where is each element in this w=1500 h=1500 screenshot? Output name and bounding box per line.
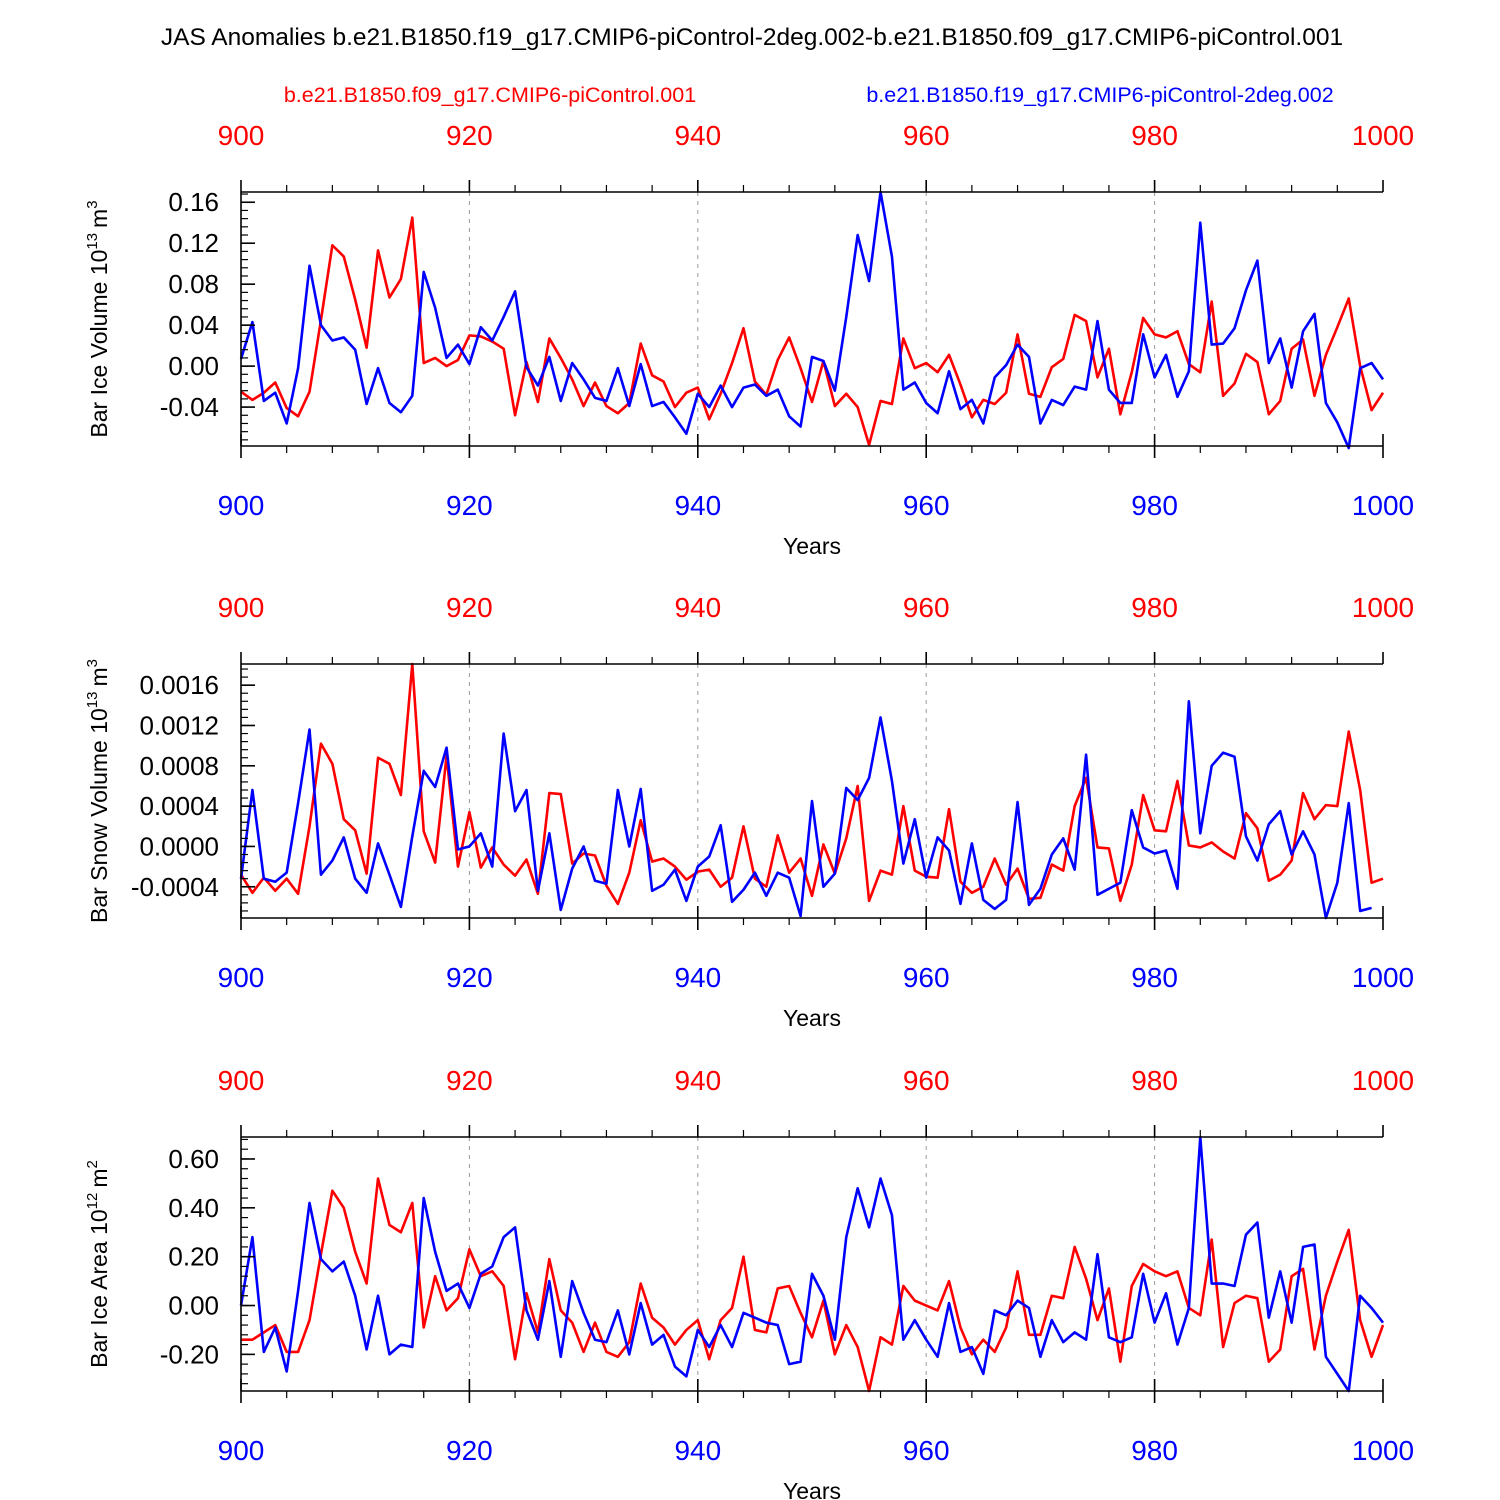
legend-blue-label: b.e21.B1850.f19_g17.CMIP6-piControl-2deg…: [866, 83, 1333, 107]
x-tick-label-blue: 920: [446, 962, 493, 993]
x-axis-title: Years: [783, 1005, 841, 1031]
chart-panel-1: -0.04 0.00 0.04 0.08 0.12 0.16 900 900 920 920 940…: [84, 120, 1414, 559]
y-tick-label: -0.20: [160, 1339, 219, 1369]
y-axis-title-unit: m: [86, 1168, 112, 1187]
x-tick-label-red: 940: [674, 1065, 721, 1096]
x-tick-label-blue: 900: [218, 1435, 265, 1466]
x-tick-label-blue: 960: [903, 962, 950, 993]
y-axis-title-exp: 13: [84, 233, 101, 250]
chart-panel-2: -0.0004 0.0000 0.0004 0.0008 0.0012 0.0016 900…: [84, 592, 1414, 1031]
red-series-line: [240, 216, 1385, 447]
x-tick-label-red: 980: [1131, 120, 1178, 151]
y-tick-label: 0.0012: [139, 710, 219, 740]
x-tick-label-red: 980: [1131, 592, 1178, 623]
x-tick-label-red: 900: [218, 592, 265, 623]
y-axis-title: Bar Ice Area 1012 m2: [84, 1160, 112, 1368]
y-axis-title-exp: 12: [84, 1193, 101, 1210]
x-tick-label-blue: 920: [446, 1435, 493, 1466]
x-tick-label-red: 900: [218, 120, 265, 151]
y-axis-title-unit-exp: 2: [84, 1160, 101, 1168]
red-series-line: [241, 1177, 1385, 1393]
y-axis-title: Bar Ice Volume 1013 m3: [84, 200, 112, 437]
y-tick-label: 0.16: [168, 187, 219, 217]
x-tick-label-red: 960: [903, 120, 950, 151]
x-tick-label-blue: 960: [903, 490, 950, 521]
y-tick-label: -0.0004: [131, 872, 219, 902]
y-axis-title-unit-exp: 3: [84, 659, 101, 667]
x-tick-label-blue: 900: [218, 490, 265, 521]
x-tick-label-blue: 900: [218, 962, 265, 993]
x-tick-label-blue: 920: [446, 490, 493, 521]
y-tick-label: 0.04: [168, 310, 219, 340]
y-tick-label: 0.60: [168, 1144, 219, 1174]
x-tick-label-blue: 980: [1131, 962, 1178, 993]
y-axis-title-exp: 13: [84, 692, 101, 709]
y-tick-label: 0.0016: [139, 670, 219, 700]
x-tick-label-red: 1000: [1352, 120, 1414, 151]
x-tick-label-red: 920: [446, 1065, 493, 1096]
y-axis-title-main: Bar Ice Area 10: [86, 1209, 112, 1368]
legend-red-label: b.e21.B1850.f09_g17.CMIP6-piControl.001: [284, 83, 696, 107]
y-tick-label: 0.0000: [139, 831, 219, 861]
y-axis-title-unit: m: [86, 209, 112, 228]
y-axis-title-main: Bar Snow Volume 10: [86, 708, 112, 923]
y-axis-title-main: Bar Ice Volume 10: [86, 250, 112, 438]
x-axis-title: Years: [783, 1478, 841, 1500]
x-tick-label-blue: 980: [1131, 490, 1178, 521]
x-axis-title: Years: [783, 533, 841, 559]
x-tick-label-blue: 940: [674, 490, 721, 521]
y-tick-label: 0.0008: [139, 751, 219, 781]
x-tick-label-red: 920: [446, 592, 493, 623]
y-axis-title-unit-exp: 3: [84, 200, 101, 208]
x-tick-label-red: 960: [903, 1065, 950, 1096]
x-tick-label-red: 900: [218, 1065, 265, 1096]
x-tick-label-blue: 940: [674, 1435, 721, 1466]
y-tick-label: 0.20: [168, 1242, 219, 1272]
y-tick-label: -0.04: [160, 392, 219, 422]
x-tick-label-red: 940: [674, 120, 721, 151]
figure-title: JAS Anomalies b.e21.B1850.f19_g17.CMIP6-…: [161, 24, 1343, 51]
x-tick-label-blue: 960: [903, 1435, 950, 1466]
y-tick-label: 0.08: [168, 269, 219, 299]
x-tick-label-blue: 980: [1131, 1435, 1178, 1466]
y-tick-label: 0.00: [168, 1291, 219, 1321]
y-tick-label: 0.12: [168, 228, 219, 258]
x-tick-label-red: 940: [674, 592, 721, 623]
x-tick-label-blue: 1000: [1352, 1435, 1414, 1466]
y-tick-label: 0.40: [168, 1193, 219, 1223]
x-tick-label-blue: 1000: [1352, 490, 1414, 521]
x-tick-label-red: 1000: [1352, 592, 1414, 623]
red-series-line: [239, 662, 1384, 906]
chart-panels: -0.04 0.00 0.04 0.08 0.12 0.16 900 900 920 920 940…: [84, 120, 1414, 1500]
y-axis-title: Bar Snow Volume 1013 m3: [84, 659, 112, 923]
x-tick-label-red: 1000: [1352, 1065, 1414, 1096]
blue-series-line: [239, 1135, 1385, 1393]
y-axis-title-unit: m: [86, 667, 112, 686]
y-tick-label: 0.0004: [139, 791, 219, 821]
x-tick-label-red: 920: [446, 120, 493, 151]
chart-panel-3: -0.20 0.00 0.20 0.40 0.60 900 900 920 920 940 940 9…: [84, 1065, 1414, 1500]
y-tick-label: 0.00: [168, 351, 219, 381]
x-tick-label-blue: 1000: [1352, 962, 1414, 993]
x-tick-label-blue: 940: [674, 962, 721, 993]
x-tick-label-red: 960: [903, 592, 950, 623]
x-tick-label-red: 980: [1131, 1065, 1178, 1096]
blue-series-line: [239, 190, 1385, 450]
blue-series-line: [239, 699, 1372, 920]
